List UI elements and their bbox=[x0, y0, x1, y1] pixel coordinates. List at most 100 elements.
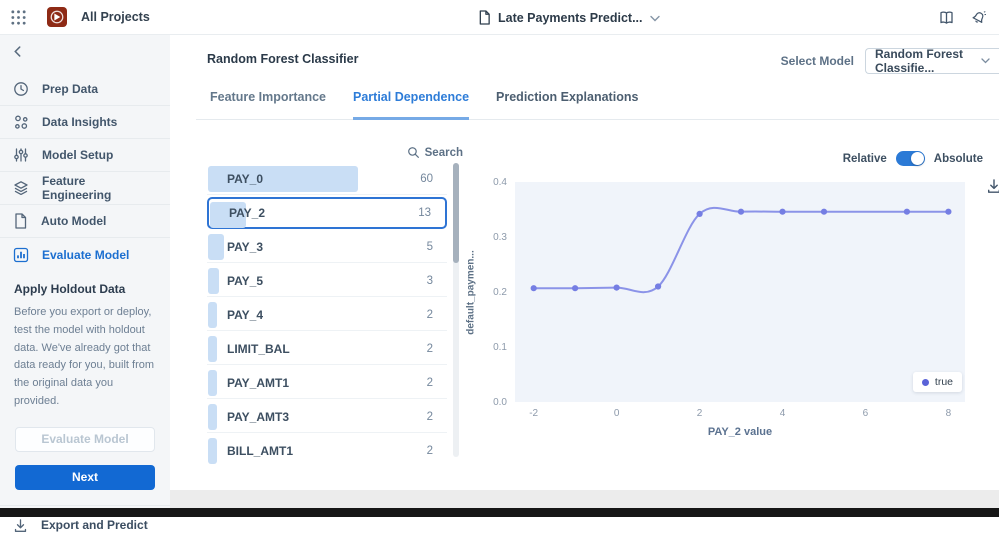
tab-bar: Feature Importance Partial Dependence Pred… bbox=[210, 90, 638, 120]
sidebar-item-label: Evaluate Model bbox=[42, 247, 130, 262]
feature-row-pay_5[interactable]: PAY_5 3 bbox=[207, 265, 447, 297]
top-bar: All Projects Late Payments Predict... bbox=[0, 0, 999, 35]
docs-book-icon[interactable] bbox=[938, 10, 955, 25]
sidebar-item-data-insights[interactable]: Data Insights bbox=[0, 106, 170, 139]
window-bottom-edge bbox=[0, 508, 999, 517]
project-switcher[interactable]: Late Payments Predict... bbox=[478, 0, 660, 35]
pdp-chart: default_paymen... PAY_2 value true 0.0 0.… bbox=[466, 177, 965, 438]
tab-divider bbox=[196, 119, 999, 120]
project-name: Late Payments Predict... bbox=[498, 10, 643, 25]
importance-bar bbox=[208, 404, 217, 430]
tab-feature-importance[interactable]: Feature Importance bbox=[210, 90, 327, 104]
importance-bar bbox=[208, 438, 217, 464]
legend-label: true bbox=[934, 376, 953, 388]
sidebar-item-evaluate-model[interactable]: Evaluate Model bbox=[0, 238, 170, 271]
feature-value: 2 bbox=[426, 308, 433, 321]
feature-name: PAY_4 bbox=[227, 307, 264, 322]
partial-dependence-panel: Relative Absolute default_paymen... PAY_… bbox=[466, 130, 999, 480]
y-tick-label: 0.3 bbox=[493, 232, 507, 243]
feature-name: LIMIT_BAL bbox=[227, 341, 290, 356]
tab-prediction-explanations[interactable]: Prediction Explanations bbox=[496, 90, 639, 104]
main-content: Random Forest Classifier Select Model Ra… bbox=[170, 35, 999, 490]
feature-row-pay_3[interactable]: PAY_3 5 bbox=[207, 231, 447, 263]
feature-value: 13 bbox=[418, 207, 431, 219]
y-tick-label: 0.1 bbox=[493, 342, 507, 353]
scrollbar-thumb[interactable] bbox=[453, 163, 459, 263]
sidebar-item-label: Feature Engineering bbox=[42, 174, 112, 202]
relative-absolute-toggle-row: Relative Absolute bbox=[843, 151, 983, 166]
toggle-left-label: Relative bbox=[842, 152, 887, 165]
feature-value: 2 bbox=[426, 444, 433, 457]
feature-row-pay_2[interactable]: PAY_2 13 bbox=[207, 197, 447, 229]
x-tick-label: 0 bbox=[613, 408, 620, 419]
evaluate-model-button[interactable]: Evaluate Model bbox=[15, 426, 155, 452]
next-button[interactable]: Next bbox=[15, 464, 155, 490]
sidebar: Prep Data Data Insights Model Setup Feature… bbox=[0, 35, 170, 532]
sidebar-item-prep-data[interactable]: Prep Data bbox=[0, 73, 170, 106]
feature-row-limit_bal[interactable]: LIMIT_BAL 2 bbox=[207, 333, 447, 365]
chevron-down-icon bbox=[981, 58, 990, 64]
all-projects-link[interactable]: All Projects bbox=[81, 10, 150, 24]
x-tick-label: 4 bbox=[779, 408, 786, 419]
tab-partial-dependence[interactable]: Partial Dependence bbox=[353, 90, 470, 120]
holdout-description: Before you export or deploy, test the mo… bbox=[14, 306, 155, 408]
feature-value: 60 bbox=[420, 172, 433, 185]
sidebar-item-label: Prep Data bbox=[42, 82, 99, 96]
y-tick-label: 0.0 bbox=[493, 397, 507, 408]
y-axis-title: default_paymen... bbox=[465, 249, 477, 335]
app-grid-icon[interactable] bbox=[10, 9, 27, 26]
select-model-dropdown[interactable]: Random Forest Classifie... bbox=[865, 47, 999, 75]
feature-row-bill_amt1[interactable]: BILL_AMT1 2 bbox=[207, 435, 447, 465]
feature-list-scrollbar[interactable] bbox=[453, 163, 459, 457]
download-icon bbox=[13, 518, 28, 533]
sidebar-collapse-button[interactable] bbox=[0, 35, 30, 61]
sidebar-nav: Prep Data Data Insights Model Setup Feature… bbox=[0, 73, 170, 271]
feature-search[interactable]: Search bbox=[207, 146, 463, 159]
feature-value: 2 bbox=[426, 410, 433, 423]
y-tick-label: 0.4 bbox=[493, 177, 507, 188]
feature-name: PAY_AMT3 bbox=[227, 409, 290, 424]
holdout-section: Apply Holdout Data Before you export or … bbox=[0, 271, 170, 490]
chart-legend: true bbox=[912, 372, 962, 392]
feature-value: 5 bbox=[426, 240, 433, 253]
sidebar-item-auto-model[interactable]: Auto Model bbox=[0, 205, 170, 238]
feature-row-pay_0[interactable]: PAY_0 60 bbox=[207, 163, 447, 195]
y-axis-title-wrap: default_paymen... bbox=[463, 182, 479, 402]
importance-bar bbox=[208, 268, 220, 294]
chevron-down-icon bbox=[649, 15, 660, 22]
bar-chart-icon bbox=[13, 247, 29, 263]
feature-value: 2 bbox=[426, 376, 433, 389]
x-tick-label: 2 bbox=[696, 408, 703, 419]
feature-row-pay_amt1[interactable]: PAY_AMT1 2 bbox=[207, 367, 447, 399]
feature-name: PAY_3 bbox=[227, 239, 264, 254]
bottom-strip bbox=[170, 490, 999, 508]
sidebar-item-label: Auto Model bbox=[41, 214, 107, 228]
select-model-value: Random Forest Classifie... bbox=[875, 47, 964, 75]
feature-row-pay_4[interactable]: PAY_4 2 bbox=[207, 299, 447, 331]
switch-knob bbox=[910, 152, 924, 165]
sidebar-item-model-setup[interactable]: Model Setup bbox=[0, 139, 170, 172]
feature-name: PAY_AMT1 bbox=[227, 375, 290, 390]
brand-logo-icon[interactable] bbox=[47, 7, 67, 27]
file-icon bbox=[13, 213, 28, 229]
sidebar-item-label: Model Setup bbox=[42, 148, 114, 162]
sidebar-item-export-and-predict[interactable]: Export and Predict bbox=[0, 504, 170, 545]
chart-download-icon[interactable] bbox=[986, 178, 999, 194]
sliders-icon bbox=[13, 147, 29, 163]
importance-bar bbox=[208, 302, 217, 328]
sidebar-item-label: Export and Predict bbox=[41, 518, 148, 533]
topbar-actions bbox=[938, 0, 987, 35]
notifications-bell-icon[interactable] bbox=[970, 10, 987, 26]
toggle-right-label: Absolute bbox=[933, 152, 983, 165]
layers-icon bbox=[13, 180, 29, 196]
sidebar-item-feature-engineering[interactable]: Feature Engineering bbox=[0, 172, 170, 205]
legend-dot-icon bbox=[921, 378, 929, 386]
insights-icon bbox=[13, 114, 29, 130]
x-axis-title: PAY_2 value bbox=[707, 426, 773, 438]
x-tick-label: 6 bbox=[862, 408, 869, 419]
feature-value: 3 bbox=[426, 274, 433, 287]
importance-bar bbox=[208, 336, 217, 362]
feature-row-pay_amt3[interactable]: PAY_AMT3 2 bbox=[207, 401, 447, 433]
relative-absolute-switch[interactable] bbox=[895, 151, 925, 166]
importance-bar bbox=[208, 234, 225, 260]
